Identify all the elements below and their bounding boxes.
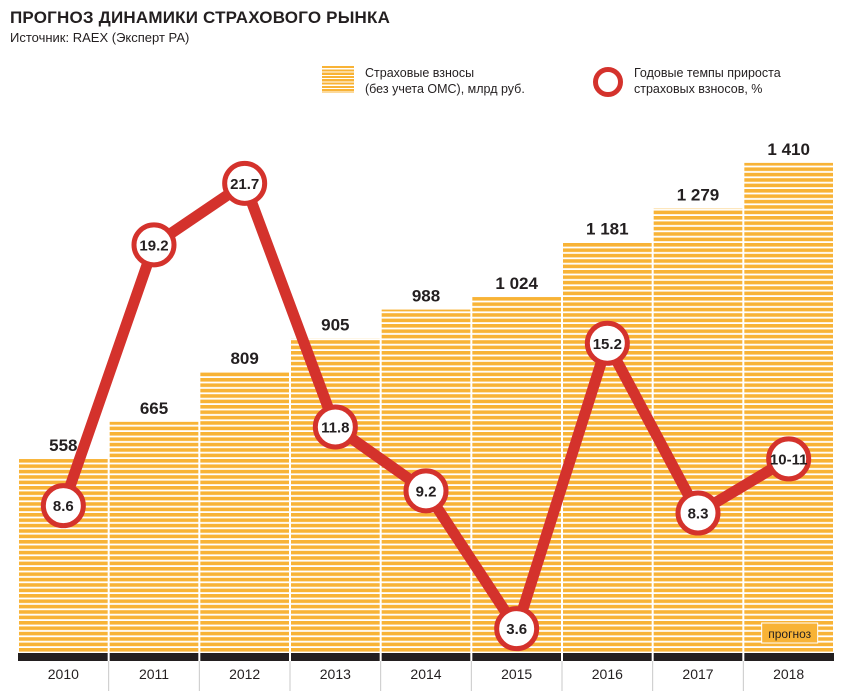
x-tick-2011: 2011 xyxy=(139,666,169,682)
growth-value-2011: 19.2 xyxy=(139,237,168,254)
growth-point-2012 xyxy=(222,160,268,206)
x-tick-2012: 2012 xyxy=(229,666,260,682)
x-tick-2018: 2018 xyxy=(773,666,804,682)
bar-2018 xyxy=(744,162,833,653)
bar-2012 xyxy=(200,371,289,653)
chart-title: ПРОГНОЗ ДИНАМИКИ СТРАХОВОГО РЫНКА xyxy=(10,8,391,27)
chart-source: Источник: RAEX (Эксперт РА) xyxy=(10,30,190,45)
growth-point-2013 xyxy=(312,404,358,450)
x-tick-2017: 2017 xyxy=(682,666,713,682)
axis-divider-line-2014 xyxy=(380,661,382,691)
bar-2015 xyxy=(472,297,561,653)
axis-divider-line-2013 xyxy=(289,661,291,691)
legend-bars-line2: (без учета ОМС), млрд руб. xyxy=(365,82,525,96)
growth-value-2014: 9.2 xyxy=(416,483,437,500)
growth-point-2016 xyxy=(584,320,630,366)
axis-divider-line-2018 xyxy=(742,661,744,691)
growth-value-2018: 10-11 xyxy=(770,451,808,468)
bar-value-2013: 905 xyxy=(321,315,349,334)
forecast-box xyxy=(761,622,819,644)
legend-bars-line1: Страховые взносы xyxy=(365,66,475,80)
legend-bars: Страховые взносы (без учета ОМС), млрд р… xyxy=(365,65,525,97)
x-axis-strip xyxy=(18,653,834,661)
legend-line-line1: Годовые темпы прироста xyxy=(634,66,781,80)
growth-point-2018 xyxy=(766,436,812,482)
bar-value-2017: 1 279 xyxy=(677,185,720,204)
x-tick-2010: 2010 xyxy=(48,666,79,682)
growth-value-2017: 8.3 xyxy=(688,506,709,523)
legend-line: Годовые темпы прироста страховых взносов… xyxy=(634,65,781,97)
growth-value-2015: 3.6 xyxy=(506,621,527,638)
bar-value-2016: 1 181 xyxy=(586,219,629,238)
x-tick-2014: 2014 xyxy=(410,666,441,682)
growth-point-2015 xyxy=(494,606,540,652)
x-tick-2013: 2013 xyxy=(320,666,351,682)
growth-value-2013: 11.8 xyxy=(321,419,349,436)
forecast-label: прогноз xyxy=(768,627,811,641)
bar-2011 xyxy=(109,421,199,653)
bar-value-2012: 809 xyxy=(230,349,258,368)
growth-point-2010 xyxy=(40,483,86,529)
growth-value-2012: 21.7 xyxy=(230,176,259,193)
bar-2017 xyxy=(653,208,743,653)
axis-divider-line-2017 xyxy=(652,661,654,691)
x-tick-2016: 2016 xyxy=(592,666,623,682)
legend-line-marker xyxy=(593,67,623,97)
axis-divider-line-2011 xyxy=(108,661,110,691)
growth-point-2011 xyxy=(131,222,177,268)
axis-divider-line-2012 xyxy=(198,661,200,691)
axis-divider-line-2015 xyxy=(470,661,472,691)
bar-value-2011: 665 xyxy=(140,399,168,418)
growth-value-2016: 15.2 xyxy=(593,336,622,353)
bar-value-2015: 1 024 xyxy=(495,274,538,293)
axis-divider-line-2016 xyxy=(561,661,563,691)
legend-bar-swatch xyxy=(322,66,354,93)
legend-line-line2: страховых взносов, % xyxy=(634,82,763,96)
bar-value-2018: 1 410 xyxy=(767,140,810,159)
x-tick-2015: 2015 xyxy=(501,666,532,682)
growth-point-2014 xyxy=(403,468,449,514)
growth-point-2017 xyxy=(675,490,721,536)
growth-value-2010: 8.6 xyxy=(53,498,74,515)
bar-2013 xyxy=(291,338,380,653)
bar-value-2010: 558 xyxy=(49,436,77,455)
bar-value-2014: 988 xyxy=(412,287,440,306)
